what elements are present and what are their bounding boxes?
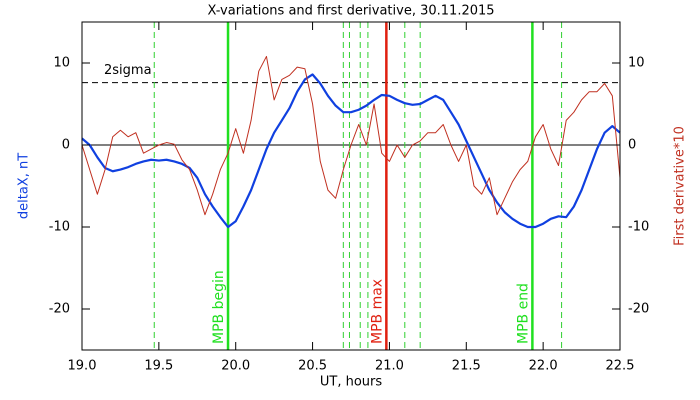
y-tick-label: -20 [49,302,70,317]
x-tick-label: 20.5 [298,359,327,374]
y2-tick-label: 10 [628,56,645,71]
y-tick-label: 10 [53,56,70,71]
data-line [81,55,621,216]
data-line [81,73,621,229]
y-axis-label: deltaX, nT [17,153,32,219]
x-tick-label: 22.5 [606,359,635,374]
y2-axis-label: First derivative*10 [673,126,688,246]
x-tick-label: 21.5 [452,359,481,374]
event-label: MPB end [515,283,531,344]
event-label: MPB max [369,279,385,344]
x-tick-label: 22.0 [529,359,558,374]
plot-frame [81,21,621,351]
y-tick-label: 0 [62,138,70,153]
x-tick-label: 19.0 [68,359,97,374]
event-label: MPB begin [211,270,227,344]
x-tick-label: 20.0 [221,359,250,374]
chart-title: X-variations and first derivative, 30.11… [207,4,494,19]
x-tick-label: 21.0 [375,359,404,374]
x-tick-label: 19.5 [144,359,173,374]
y-tick-label: -10 [49,220,70,235]
y2-tick-label: 0 [628,138,636,153]
reference-label: 2sigma [104,63,152,78]
x-axis-label: UT, hours [320,375,382,390]
y2-tick-label: -20 [628,302,649,317]
y2-tick-label: -10 [628,220,649,235]
